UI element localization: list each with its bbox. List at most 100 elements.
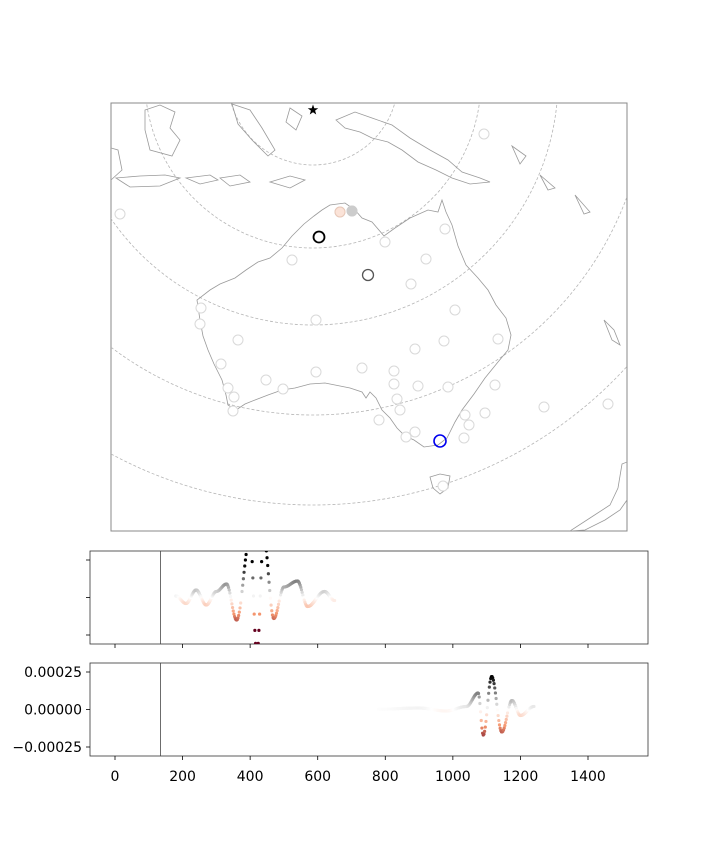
wave-point: [237, 613, 241, 618]
station-marker: [215, 358, 227, 370]
station-marker: [492, 333, 504, 345]
wave-point: [248, 536, 251, 539]
station-marker: [538, 401, 550, 413]
wave-point: [242, 570, 246, 574]
coastline: [196, 198, 512, 448]
wave-point: [247, 538, 250, 541]
wave-point: [241, 583, 245, 587]
wave-point: [270, 613, 275, 617]
wave-point: [477, 695, 481, 699]
waveform-panel-top: [86, 536, 649, 653]
wave-point: [262, 536, 265, 539]
wave-point: [237, 610, 241, 614]
wave-point: [497, 718, 501, 723]
range-ring: [111, 195, 627, 416]
station-marker: [391, 393, 403, 405]
station-marker: [286, 254, 298, 266]
wave-point: [261, 539, 264, 542]
wave-point: [487, 691, 491, 695]
station-marker: [388, 365, 400, 377]
wave-point: [240, 589, 244, 594]
wave-point: [230, 602, 234, 606]
wave-point: [274, 611, 279, 615]
waveform-traces-top: [160, 536, 624, 653]
wave-point: [496, 713, 500, 718]
x-tick-label: 1200: [503, 769, 539, 785]
wave-point: [247, 540, 250, 543]
wave-point: [483, 729, 487, 733]
station-marker: [449, 304, 461, 316]
station-marker: [379, 236, 391, 248]
wave-point: [241, 577, 245, 581]
map-panel: [110, 102, 628, 532]
wave-point: [239, 601, 243, 605]
station-marker: [439, 223, 451, 235]
wave-point: [495, 702, 499, 706]
wave-point: [256, 650, 259, 653]
wave-point: [278, 593, 283, 597]
station-marker: [420, 253, 432, 265]
wave-point: [503, 721, 508, 725]
wave-point: [268, 588, 272, 593]
wave-point: [301, 593, 305, 597]
station-marker: [405, 278, 417, 290]
station-marker: [459, 409, 471, 421]
wave-point: [488, 680, 492, 684]
wave-point: [300, 590, 304, 595]
waveform-panel-bottom: 0 200 400 600 800 1000 1200 1400 0.00025 0.00000 −…: [12, 662, 649, 785]
station-marker-filled: [346, 205, 358, 217]
wave-point: [620, 595, 624, 600]
wave-point: [228, 591, 232, 595]
wave-point: [230, 605, 235, 610]
station-marker: [195, 302, 207, 314]
wave-point: [268, 596, 273, 600]
coastline: [569, 461, 627, 531]
coastline: [603, 319, 621, 346]
wave-point: [232, 612, 236, 616]
wave-point: [258, 594, 262, 598]
y-tick-label: −0.00025: [12, 740, 82, 756]
wave-point: [505, 711, 510, 715]
station-highlight-blue: [433, 434, 447, 448]
wave-point: [493, 686, 497, 690]
station-marker: [228, 391, 240, 403]
coastline: [268, 175, 307, 189]
station-marker: [438, 335, 450, 347]
wave-point: [253, 641, 258, 644]
wave-point: [479, 718, 483, 723]
wave-point: [259, 576, 263, 580]
x-tick-label: 600: [304, 769, 331, 785]
wave-point: [482, 732, 486, 736]
wave-point: [250, 560, 254, 564]
wave-point: [278, 596, 282, 600]
wave-point: [301, 596, 306, 600]
wave-point: [263, 537, 266, 540]
wave-point: [478, 701, 482, 706]
station-marker: [602, 398, 614, 410]
wave-point: [244, 552, 248, 557]
wave-point: [253, 628, 257, 632]
wave-point: [483, 725, 487, 729]
map-frame: [110, 102, 628, 532]
wave-point: [267, 580, 271, 584]
wave-trace-group: [160, 675, 624, 737]
station-marker: [394, 404, 406, 416]
wave-point: [299, 588, 304, 592]
wave-point: [276, 606, 280, 610]
wave-point: [270, 609, 274, 613]
station-highlight-black: [312, 230, 326, 244]
y-tick-label: 0.00000: [24, 703, 82, 719]
coastline: [114, 174, 182, 188]
wave-point: [532, 704, 536, 709]
coastline: [574, 194, 591, 215]
station-marker: [277, 383, 289, 395]
wave-point: [277, 599, 281, 603]
station-marker: [409, 426, 421, 438]
station-marker: [260, 374, 272, 386]
wave-point: [261, 547, 264, 550]
wave-point: [226, 585, 231, 590]
wave-point: [485, 713, 489, 717]
station-marker: [232, 334, 244, 346]
wave-point: [265, 556, 269, 560]
coastline: [511, 144, 527, 165]
